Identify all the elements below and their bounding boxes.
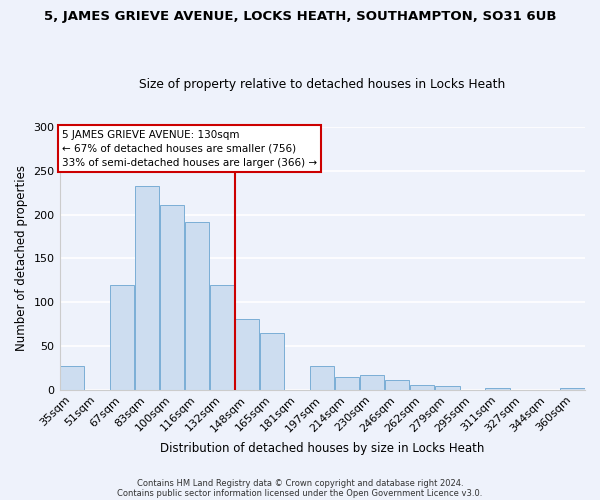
Y-axis label: Number of detached properties: Number of detached properties xyxy=(15,166,28,352)
Bar xyxy=(160,205,184,390)
Text: 5 JAMES GRIEVE AVENUE: 130sqm
← 67% of detached houses are smaller (756)
33% of : 5 JAMES GRIEVE AVENUE: 130sqm ← 67% of d… xyxy=(62,130,317,168)
Bar xyxy=(435,386,460,390)
Bar xyxy=(560,388,584,390)
Bar xyxy=(260,333,284,390)
Bar xyxy=(110,284,134,390)
Bar xyxy=(410,386,434,390)
Text: Contains HM Land Registry data © Crown copyright and database right 2024.: Contains HM Land Registry data © Crown c… xyxy=(137,478,463,488)
Bar xyxy=(310,366,334,390)
Bar xyxy=(235,319,259,390)
Bar xyxy=(385,380,409,390)
Bar xyxy=(185,222,209,390)
Bar xyxy=(485,388,509,390)
Bar xyxy=(335,376,359,390)
Bar xyxy=(60,366,84,390)
Bar xyxy=(360,375,385,390)
Bar xyxy=(210,284,235,390)
X-axis label: Distribution of detached houses by size in Locks Heath: Distribution of detached houses by size … xyxy=(160,442,484,455)
Title: Size of property relative to detached houses in Locks Heath: Size of property relative to detached ho… xyxy=(139,78,505,91)
Bar xyxy=(135,186,159,390)
Text: 5, JAMES GRIEVE AVENUE, LOCKS HEATH, SOUTHAMPTON, SO31 6UB: 5, JAMES GRIEVE AVENUE, LOCKS HEATH, SOU… xyxy=(44,10,556,23)
Text: Contains public sector information licensed under the Open Government Licence v3: Contains public sector information licen… xyxy=(118,488,482,498)
